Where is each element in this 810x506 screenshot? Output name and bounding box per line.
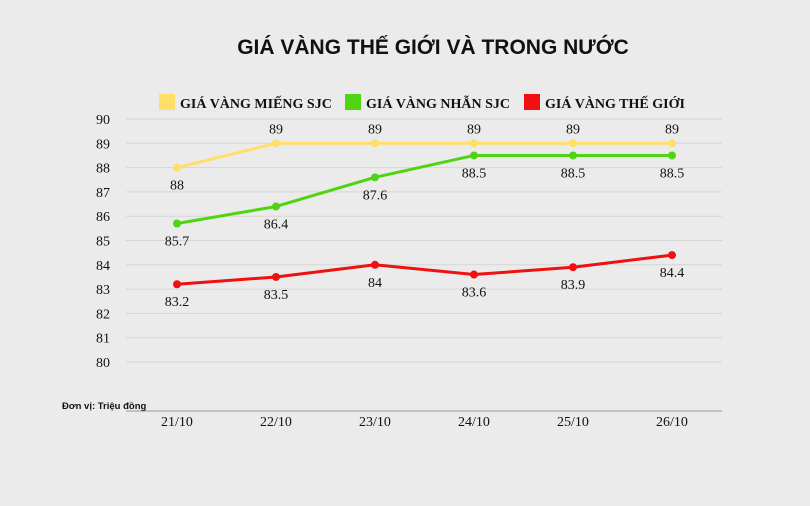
x-tick-label: 25/10	[557, 415, 589, 430]
legend: GIÁ VÀNG MIẾNG SJC GIÁ VÀNG NHẪN SJC GIÁ V…	[159, 94, 685, 112]
data-point	[569, 139, 577, 148]
data-label: 89	[467, 122, 481, 137]
data-label: 88	[170, 179, 184, 194]
y-tick-label: 90	[96, 113, 110, 128]
series-2: 85.7 86.4 87.6 88.5 88.5 88.5	[165, 151, 685, 249]
data-point	[668, 151, 676, 160]
series-1: 88 89 89 89 89 89	[170, 122, 679, 193]
y-tick-label: 82	[96, 307, 110, 322]
series-3: 83.2 83.5 84 83.6 83.9 84.4	[165, 251, 685, 310]
legend-label: GIÁ VÀNG THẾ GIỚI	[545, 95, 685, 112]
y-tick-label: 85	[96, 235, 110, 250]
data-label: 88.5	[462, 166, 487, 181]
data-point	[371, 139, 379, 148]
x-tick-label: 21/10	[161, 415, 193, 430]
y-tick-label: 83	[96, 283, 110, 298]
chart-title: GIÁ VÀNG THẾ GIỚI VÀ TRONG NƯỚC	[237, 35, 629, 59]
data-label: 86.4	[264, 217, 289, 232]
data-point	[470, 270, 478, 279]
legend-swatch	[345, 94, 361, 110]
data-point	[668, 251, 676, 260]
data-label: 83.2	[165, 295, 190, 310]
legend-label: GIÁ VÀNG NHẪN SJC	[366, 94, 510, 112]
data-label: 84	[368, 276, 382, 291]
data-point	[668, 139, 676, 148]
data-label: 83.9	[561, 278, 586, 293]
legend-item: GIÁ VÀNG NHẪN SJC	[345, 94, 510, 112]
legend-swatch	[524, 94, 540, 110]
x-tick-label: 24/10	[458, 415, 490, 430]
data-label: 87.6	[363, 188, 388, 203]
legend-label: GIÁ VÀNG MIẾNG SJC	[180, 95, 332, 112]
data-point	[371, 260, 379, 269]
legend-item: GIÁ VÀNG THẾ GIỚI	[524, 94, 685, 112]
legend-item: GIÁ VÀNG MIẾNG SJC	[159, 94, 332, 112]
y-axis: 90 89 88 87 86 85 84 83 82 81 80	[96, 113, 110, 371]
data-point	[470, 151, 478, 160]
data-point	[569, 151, 577, 160]
data-point	[173, 280, 181, 289]
data-label: 83.6	[462, 286, 487, 301]
data-point	[272, 202, 280, 211]
x-tick-label: 26/10	[656, 415, 688, 430]
data-point	[173, 163, 181, 172]
series-layer: 88 89 89 89 89 89 85.7 86.4 87.6 88.5 88.5 88.5 83.2…	[165, 122, 685, 310]
y-tick-label: 81	[96, 332, 110, 347]
y-tick-label: 88	[96, 162, 110, 177]
x-tick-label: 22/10	[260, 415, 292, 430]
series-line	[175, 153, 674, 225]
x-axis: 21/10 22/10 23/10 24/10 25/10 26/10	[126, 410, 722, 430]
data-label: 89	[368, 122, 382, 137]
data-point	[272, 139, 280, 148]
legend-swatch	[159, 94, 175, 110]
x-tick-label: 23/10	[359, 415, 391, 430]
y-tick-label: 80	[96, 356, 110, 371]
y-tick-label: 86	[96, 210, 110, 225]
data-point	[173, 219, 181, 228]
series-line	[175, 141, 674, 170]
data-label: 85.7	[165, 234, 190, 249]
data-label: 84.4	[660, 266, 685, 281]
data-point	[272, 272, 280, 281]
data-point	[371, 173, 379, 182]
unit-note: Đơn vị: Triệu đồng	[62, 401, 147, 412]
y-tick-label: 89	[96, 137, 110, 152]
data-label: 88.5	[561, 166, 586, 181]
gridlines	[126, 118, 722, 363]
data-label: 89	[665, 122, 679, 137]
data-point	[569, 263, 577, 272]
data-label: 89	[269, 122, 283, 137]
data-label: 88.5	[660, 166, 685, 181]
data-point	[470, 139, 478, 148]
y-tick-label: 84	[96, 259, 110, 274]
y-tick-label: 87	[96, 186, 110, 201]
series-line	[175, 253, 674, 286]
data-label: 89	[566, 122, 580, 137]
data-label: 83.5	[264, 288, 289, 303]
